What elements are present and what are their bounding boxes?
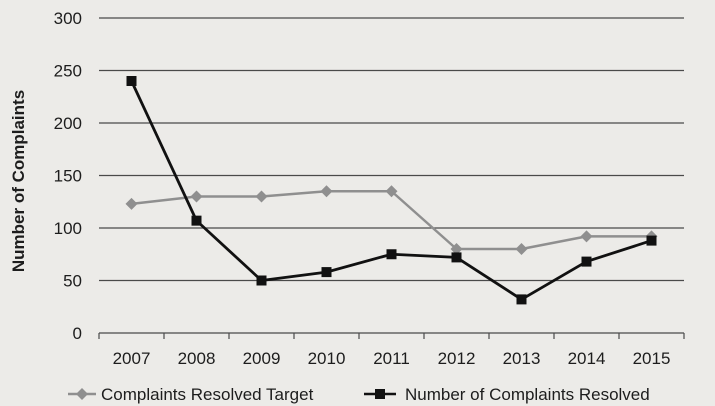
- series-resolved: [126, 76, 657, 305]
- y-tick-label: 100: [54, 219, 82, 238]
- legend-diamond-marker: [76, 388, 88, 400]
- x-tick-label: 2012: [438, 349, 476, 368]
- x-axis: 2007 2008 2009 2010 2011 2012 2013 2014 2015: [98, 332, 685, 368]
- square-marker: [126, 76, 137, 86]
- diamond-marker: [190, 190, 203, 203]
- legend-item: Complaints Resolved Target: [68, 385, 314, 404]
- square-marker: [516, 294, 527, 305]
- y-tick-label: 0: [73, 324, 82, 343]
- diamond-marker: [320, 185, 333, 198]
- legend-label: Number of Complaints Resolved: [405, 385, 650, 404]
- diamond-marker: [450, 243, 463, 255]
- y-tick-label: 50: [63, 272, 82, 291]
- square-marker: [386, 249, 397, 260]
- series-target: [125, 185, 658, 255]
- y-tick-label: 250: [54, 62, 82, 81]
- y-tick-label: 150: [54, 167, 82, 186]
- x-tick-label: 2013: [503, 349, 541, 368]
- y-axis-label: Number of Complaints: [9, 90, 28, 272]
- square-marker: [581, 256, 592, 267]
- x-tick-label: 2015: [633, 349, 671, 368]
- diamond-marker: [385, 185, 398, 198]
- x-tick-label: 2008: [178, 349, 216, 368]
- legend-label: Complaints Resolved Target: [101, 385, 314, 404]
- series-layer: [125, 76, 658, 305]
- x-tick-label: 2014: [568, 349, 606, 368]
- diamond-marker: [125, 197, 138, 210]
- y-tick-label: 300: [54, 9, 82, 28]
- x-tick-label: 2009: [243, 349, 281, 368]
- diamond-marker: [580, 230, 593, 243]
- diamond-marker: [255, 190, 268, 203]
- legend-square-marker: [375, 389, 385, 399]
- legend: Complaints Resolved Target Number of Comp…: [68, 385, 650, 404]
- x-tick-label: 2007: [113, 349, 151, 368]
- y-tick-label: 200: [54, 114, 82, 133]
- square-marker: [321, 267, 332, 278]
- square-marker: [646, 235, 657, 246]
- x-tick-label: 2010: [308, 349, 346, 368]
- diamond-marker: [515, 243, 528, 255]
- y-axis-ticks: 0 50 100 150 200 250 300: [54, 9, 82, 343]
- legend-item: Number of Complaints Resolved: [364, 385, 650, 404]
- square-marker: [451, 252, 462, 263]
- x-tick-label: 2011: [373, 349, 410, 368]
- gridlines: [99, 17, 684, 282]
- square-marker: [191, 215, 202, 226]
- square-marker: [256, 275, 267, 286]
